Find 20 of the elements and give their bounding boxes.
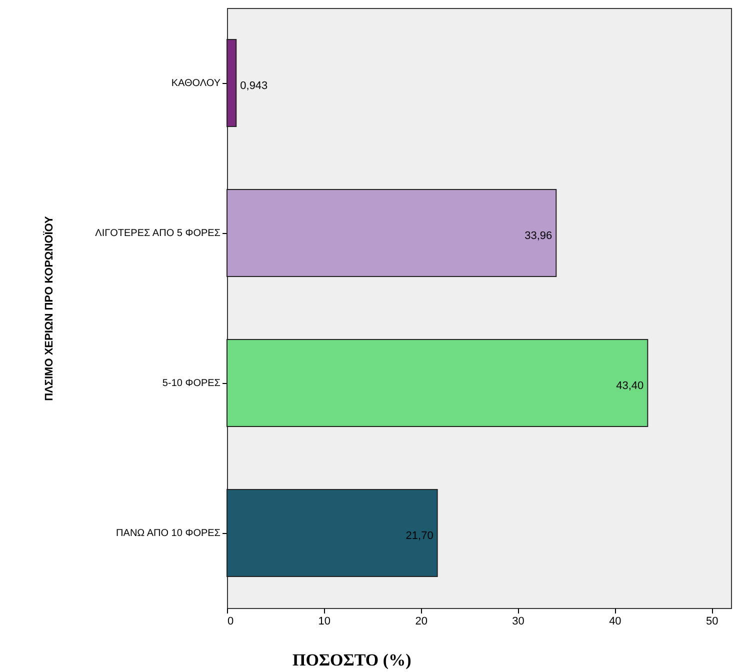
x-tick-label: 50 (706, 616, 718, 628)
bar (226, 189, 557, 277)
data-label: 21,70 (406, 530, 434, 542)
bar (226, 489, 438, 577)
x-tick-label: 40 (609, 616, 622, 628)
y-axis-title: ΠΛΣΙΜΟ ΧΕΡΙΩΝ ΠΡΟ ΚΟΡΩΝΟΪΟΥ (42, 215, 56, 401)
y-tick-label: ΛΙΓΟΤΕΡΕΣ ΑΠΟ 5 ΦΟΡΕΣ (95, 228, 220, 239)
y-tick-label: 5-10 ΦΟΡΕΣ (162, 378, 220, 389)
x-axis-title: ΠΟΣΟΣΤΟ (%) (292, 650, 412, 670)
x-tick-label: 20 (415, 616, 428, 628)
bar (226, 39, 237, 127)
data-label: 43,40 (616, 380, 644, 392)
x-tick-label: 30 (512, 616, 524, 628)
y-tick-label: ΚΑΘΟΛΟΥ (171, 78, 221, 89)
bar (226, 339, 648, 427)
data-label: 33,96 (524, 230, 552, 242)
y-tick-label: ΠΑΝΩ ΑΠΟ 10 ΦΟΡΕΣ (116, 528, 220, 539)
data-label: 0,943 (240, 80, 268, 92)
x-tick-label: 10 (318, 616, 331, 628)
x-tick-label: 0 (228, 616, 234, 628)
